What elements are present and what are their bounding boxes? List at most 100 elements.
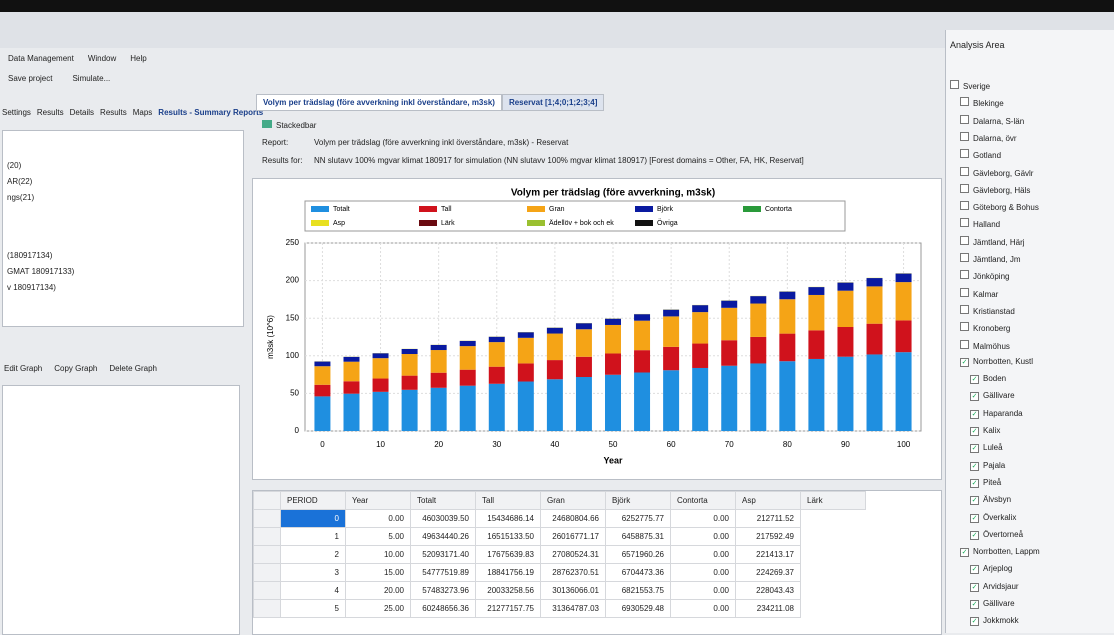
checkbox[interactable] <box>960 184 969 193</box>
tree-item[interactable]: ✓Älvsbyn <box>970 495 1011 505</box>
checkbox[interactable]: ✓ <box>970 617 979 626</box>
checkbox[interactable]: ✓ <box>970 427 979 436</box>
tree-item[interactable]: ✓Gällivare <box>970 391 1015 401</box>
tree-label: Jönköping <box>973 272 1009 281</box>
list-item[interactable]: (180917134) <box>7 251 52 260</box>
checkbox[interactable] <box>950 80 959 89</box>
checkbox[interactable]: ✓ <box>970 375 979 384</box>
tree-item[interactable]: ✓Arvidsjaur <box>970 582 1019 592</box>
checkbox[interactable] <box>960 132 969 141</box>
tab[interactable]: Reservat [1;4;0;1;2;3;4] <box>502 94 604 111</box>
checkbox[interactable]: ✓ <box>970 583 979 592</box>
tree-item[interactable]: ✓Norrbotten, Kustl <box>960 357 1033 367</box>
bar-segment <box>663 370 679 431</box>
checkbox[interactable]: ✓ <box>970 392 979 401</box>
menu-item[interactable]: Data Management <box>8 54 74 63</box>
checkbox[interactable] <box>960 322 969 331</box>
checkbox[interactable]: ✓ <box>960 358 969 367</box>
checkbox[interactable] <box>960 149 969 158</box>
list-item[interactable]: v 180917134) <box>7 283 56 292</box>
checkbox[interactable]: ✓ <box>970 514 979 523</box>
option[interactable]: Stackedbar <box>276 121 316 130</box>
tree-item[interactable]: ✓Jokkmokk <box>970 616 1019 626</box>
tree-item[interactable]: ✓Pajala <box>970 461 1005 471</box>
tree-item[interactable]: Jämtland, Jm <box>960 253 1021 264</box>
list-item[interactable]: ngs(21) <box>7 193 34 202</box>
checkbox[interactable] <box>960 218 969 227</box>
tree-item[interactable]: ✓Övertorneå <box>970 530 1023 540</box>
tab[interactable]: Results <box>100 108 127 117</box>
cell: 217592.49 <box>736 528 801 546</box>
checkbox[interactable] <box>960 201 969 210</box>
tree-item[interactable]: Gävleborg, Häls <box>960 184 1030 195</box>
tree-item[interactable]: Kristianstad <box>960 305 1015 316</box>
tree-item[interactable]: Gävleborg, Gävlr <box>960 167 1033 178</box>
tree-item[interactable]: Jönköping <box>960 270 1009 281</box>
tree-item[interactable]: ✓Piteå <box>970 478 1001 488</box>
checkbox[interactable] <box>960 97 969 106</box>
checkbox[interactable]: ✓ <box>970 444 979 453</box>
tree-item[interactable]: ✓Kalix <box>970 426 1000 436</box>
checkbox[interactable]: ✓ <box>970 600 979 609</box>
tree-item[interactable]: ✓Gällivare <box>970 599 1015 609</box>
tab[interactable]: Settings <box>2 108 31 117</box>
legend-label: Gran <box>549 206 565 213</box>
tree-item[interactable]: Kronoberg <box>960 322 1010 333</box>
list-item[interactable]: (20) <box>7 161 21 170</box>
checkbox[interactable] <box>960 167 969 176</box>
list-item[interactable]: GMAT 180917133) <box>7 267 74 276</box>
tab[interactable]: Details <box>70 108 94 117</box>
checkbox[interactable]: ✓ <box>970 479 979 488</box>
checkbox[interactable] <box>960 270 969 279</box>
tree-item[interactable]: ✓Haparanda <box>970 409 1023 419</box>
tree-item[interactable]: Göteborg & Bohus <box>960 201 1039 212</box>
column-header: Contorta <box>671 492 736 510</box>
tree-item[interactable]: ✓Norrbotten, Lappm <box>960 547 1040 557</box>
graph-button[interactable]: Copy Graph <box>54 364 97 373</box>
tree-item[interactable]: Gotland <box>960 149 1001 160</box>
graph-button[interactable]: Delete Graph <box>109 364 157 373</box>
tab[interactable]: Results <box>37 108 64 117</box>
tree-item[interactable]: ✓Luleå <box>970 443 1003 453</box>
menu-item[interactable]: Help <box>130 54 146 63</box>
checkbox[interactable] <box>960 253 969 262</box>
tree-item[interactable]: Dalarna, övr <box>960 132 1017 143</box>
tab[interactable]: Maps <box>133 108 153 117</box>
checkbox[interactable]: ✓ <box>970 565 979 574</box>
toolbar-button[interactable]: Simulate... <box>72 74 110 83</box>
tree-item[interactable]: Halland <box>960 218 1000 229</box>
checkbox[interactable]: ✓ <box>960 548 969 557</box>
tree-item[interactable]: ✓Överkalix <box>970 513 1016 523</box>
tree-item[interactable]: Malmöhus <box>960 340 1010 351</box>
tree-item[interactable]: Kalmar <box>960 288 998 299</box>
checkbox[interactable]: ✓ <box>970 410 979 419</box>
checkbox[interactable]: ✓ <box>970 462 979 471</box>
checkbox[interactable]: ✓ <box>970 496 979 505</box>
bar-segment <box>373 392 389 431</box>
menu-item[interactable]: Window <box>88 54 116 63</box>
checkbox[interactable] <box>960 115 969 124</box>
checkbox[interactable]: ✓ <box>970 531 979 540</box>
tab[interactable]: Volym per trädslag (före avverkning inkl… <box>256 94 502 111</box>
tree-item[interactable]: ✓Boden <box>970 374 1006 384</box>
center-tabs: Volym per trädslag (före avverkning inkl… <box>256 94 604 111</box>
tab[interactable]: Results - Summary Reports <box>158 108 263 117</box>
list-item[interactable]: AR(22) <box>7 177 32 186</box>
toolbar-button[interactable]: Save project <box>8 74 52 83</box>
checkbox[interactable] <box>960 236 969 245</box>
checkbox[interactable] <box>960 340 969 349</box>
tree-item[interactable]: Blekinge <box>960 97 1004 108</box>
checkbox[interactable] <box>960 305 969 314</box>
checkbox[interactable] <box>960 288 969 297</box>
tree-item[interactable]: Jämtland, Härj <box>960 236 1025 247</box>
graph-button[interactable]: Edit Graph <box>4 364 42 373</box>
tree-item[interactable]: Dalarna, S-län <box>960 115 1024 126</box>
tree-item[interactable]: ✓Arjeplog <box>970 564 1012 574</box>
tree-item[interactable]: Sverige <box>950 80 990 91</box>
